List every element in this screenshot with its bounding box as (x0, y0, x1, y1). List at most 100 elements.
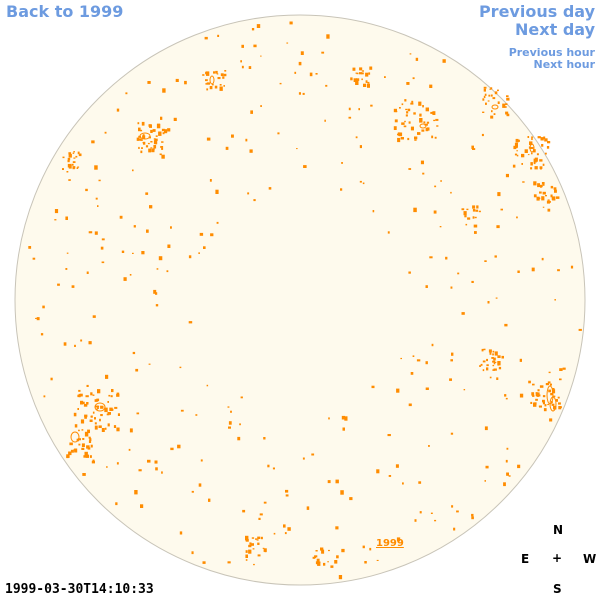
feature-speck (94, 399, 98, 402)
feature-speck (294, 71, 297, 74)
feature-speck (483, 95, 486, 98)
feature-speck (148, 148, 151, 153)
feature-speck (559, 406, 562, 409)
feature-speck (54, 209, 59, 214)
feature-speck (393, 108, 397, 113)
feature-speck (461, 312, 465, 315)
feature-speck (309, 72, 313, 77)
feature-speck (355, 136, 358, 139)
feature-speck (472, 216, 475, 219)
feature-speck (145, 192, 149, 195)
feature-speck (361, 70, 364, 72)
feature-speck (434, 519, 437, 522)
feature-speck (541, 196, 545, 201)
feature-speck (153, 140, 157, 145)
feature-speck (548, 389, 551, 393)
back-to-year-link[interactable]: Back to 1999 (6, 2, 124, 21)
feature-speck (433, 210, 437, 214)
previous-day-link[interactable]: Previous day (478, 2, 595, 21)
feature-speck (482, 98, 485, 101)
feature-speck (353, 78, 357, 82)
feature-speck (249, 149, 253, 153)
feature-speck (100, 246, 104, 250)
feature-speck (249, 542, 252, 545)
feature-speck (413, 112, 416, 115)
feature-speck (256, 24, 261, 28)
feature-speck (202, 74, 205, 76)
feature-speck (146, 229, 149, 233)
previous-hour-link[interactable]: Previous hour (508, 46, 595, 59)
feature-speck (247, 192, 250, 195)
feature-speck (91, 460, 95, 464)
feature-speck (517, 139, 520, 142)
feature-speck (407, 108, 411, 112)
feature-speck (495, 297, 498, 299)
feature-contour (529, 143, 535, 153)
feature-speck (253, 44, 257, 48)
feature-speck (531, 267, 535, 272)
feature-speck (277, 132, 280, 135)
feature-speck (335, 526, 339, 530)
feature-speck (463, 389, 466, 391)
feature-speck (486, 364, 489, 367)
feature-speck (160, 116, 163, 120)
feature-speck (227, 406, 230, 408)
feature-speck (132, 169, 134, 172)
feature-speck (547, 381, 551, 384)
feature-speck (88, 341, 92, 345)
feature-speck (414, 519, 417, 522)
feature-speck (136, 412, 140, 415)
feature-speck (364, 561, 367, 564)
feature-contour (419, 123, 427, 129)
feature-speck (177, 444, 181, 449)
feature-speck (140, 504, 144, 508)
feature-speck (344, 416, 348, 421)
feature-speck (559, 378, 562, 381)
feature-speck (368, 72, 371, 75)
feature-speck (484, 93, 487, 96)
feature-speck (188, 255, 192, 259)
feature-speck (404, 120, 406, 123)
next-day-link[interactable]: Next day (515, 20, 595, 39)
feature-speck (259, 513, 263, 516)
feature-speck (231, 134, 234, 138)
feature-speck (268, 187, 272, 190)
feature-speck (492, 350, 495, 353)
feature-speck (539, 405, 542, 408)
feature-speck (414, 139, 417, 141)
feature-speck (86, 445, 90, 449)
feature-speck (248, 549, 252, 554)
feature-speck (94, 417, 96, 420)
feature-speck (167, 128, 171, 132)
feature-speck (94, 165, 98, 170)
feature-speck (524, 149, 528, 153)
compass-west-label: W (583, 552, 597, 566)
feature-speck (464, 215, 467, 218)
feature-speck (395, 110, 398, 113)
feature-speck (500, 208, 503, 211)
feature-speck (516, 154, 519, 157)
compass-east-label: E (521, 552, 530, 566)
feature-speck (489, 88, 491, 90)
feature-speck (107, 412, 111, 415)
feature-speck (547, 199, 550, 201)
feature-speck (145, 145, 149, 148)
feature-speck (316, 558, 320, 562)
feature-speck (514, 142, 518, 147)
feature-speck (257, 554, 261, 557)
feature-speck (149, 124, 152, 128)
feature-speck (86, 402, 89, 405)
feature-speck (410, 126, 414, 131)
feature-speck (474, 216, 477, 219)
feature-speck (162, 132, 165, 135)
next-hour-link[interactable]: Next hour (533, 58, 596, 71)
feature-speck (419, 118, 423, 123)
feature-speck (66, 252, 69, 254)
feature-speck (286, 42, 289, 44)
feature-speck (330, 565, 334, 568)
feature-speck (129, 274, 132, 276)
feature-speck (250, 110, 253, 114)
feature-speck (273, 532, 276, 535)
feature-speck (132, 252, 134, 254)
feature-speck (410, 372, 414, 375)
